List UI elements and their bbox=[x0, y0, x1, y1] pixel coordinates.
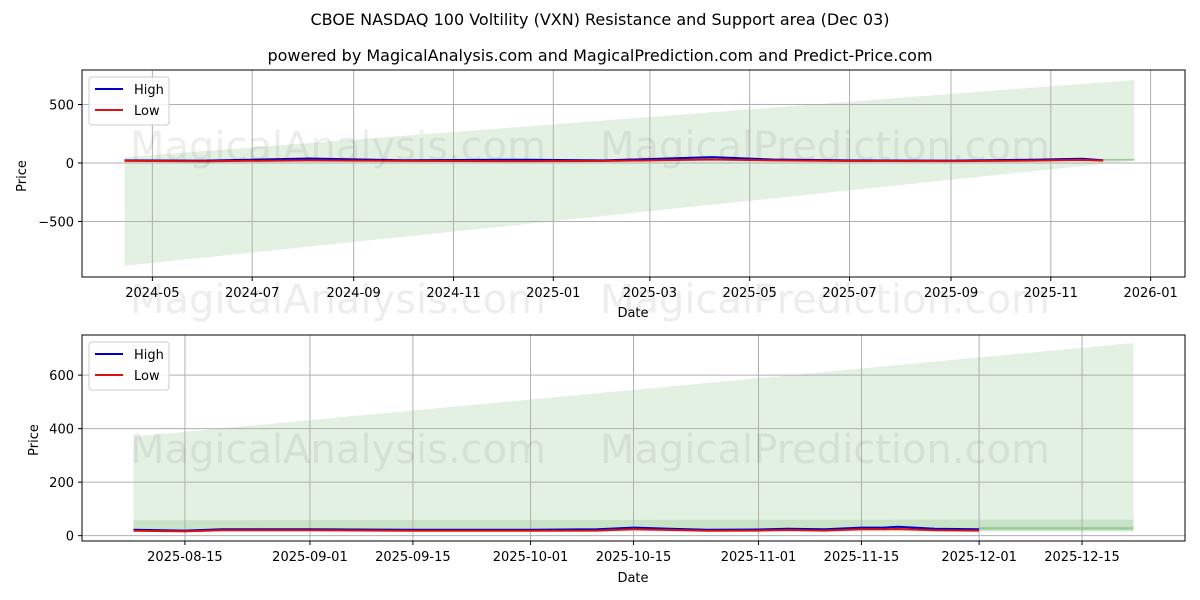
y-tick-label: 400 bbox=[49, 423, 74, 438]
x-tick-label: 2025-12-15 bbox=[1044, 550, 1120, 565]
watermark-5: MagicalAnalysis.com bbox=[130, 427, 546, 473]
chart-subtitle: powered by MagicalAnalysis.com and Magic… bbox=[267, 46, 933, 65]
high-line bbox=[133, 525, 980, 532]
y-axis-label: Price bbox=[15, 160, 30, 192]
x-tick-label: 2025-09-01 bbox=[272, 550, 348, 565]
x-tick-label: 2026-01 bbox=[1123, 286, 1177, 301]
legend-low-label: Low bbox=[134, 104, 160, 119]
price-lines bbox=[124, 156, 1104, 163]
y-tick-label: 500 bbox=[49, 99, 74, 114]
axis-ticks: 2025-08-15 2025-09-01 2025-09-15 2025-10-01… bbox=[49, 369, 1120, 565]
y-tick-label: 0 bbox=[66, 157, 74, 172]
legend-low-label: Low bbox=[134, 369, 160, 384]
x-tick-label: 2024-07 bbox=[225, 286, 279, 301]
x-tick-label: 2025-09-15 bbox=[375, 550, 451, 565]
grid-lines bbox=[82, 335, 1185, 541]
support-resistance-band bbox=[124, 79, 1135, 266]
x-tick-label: 2025-11 bbox=[1024, 286, 1078, 301]
x-tick-label: 2025-09 bbox=[924, 286, 978, 301]
x-tick-label: 2025-11-01 bbox=[721, 550, 797, 565]
axis-ticks: 2024-05 2024-07 2024-09 2024-11 2025-01 2025-… bbox=[38, 99, 1178, 302]
x-tick-label: 2025-05 bbox=[723, 286, 777, 301]
x-tick-label: 2025-01 bbox=[526, 286, 580, 301]
price-lines bbox=[133, 525, 980, 533]
resistance-support-area bbox=[124, 79, 1135, 266]
legend: High Low bbox=[88, 76, 170, 126]
y-tick-label: 600 bbox=[49, 369, 74, 384]
watermark-1: MagicalAnalysis.com bbox=[130, 124, 546, 170]
watermark-6: MagicalPrediction.com bbox=[600, 427, 1050, 473]
grid-lines bbox=[82, 70, 1185, 277]
y-axis-label: Price bbox=[27, 424, 42, 456]
x-tick-label: 2025-07 bbox=[822, 286, 876, 301]
x-tick-label: 2025-10-15 bbox=[596, 550, 672, 565]
legend-high-label: High bbox=[134, 348, 164, 363]
x-tick-label: 2024-09 bbox=[326, 286, 380, 301]
y-tick-label: 0 bbox=[66, 530, 74, 545]
x-tick-label: 2025-03 bbox=[623, 286, 677, 301]
x-axis-label: Date bbox=[617, 306, 648, 321]
x-tick-label: 2025-12-01 bbox=[941, 550, 1017, 565]
x-tick-label: 2025-11-15 bbox=[824, 550, 900, 565]
x-tick-label: 2024-11 bbox=[426, 286, 480, 301]
top-chart: MagicalAnalysis.com MagicalPrediction.co… bbox=[15, 69, 1186, 323]
watermark-3: MagicalAnalysis.com bbox=[130, 277, 546, 323]
watermark-4: MagicalPrediction.com bbox=[600, 277, 1050, 323]
forecast-band bbox=[979, 527, 1134, 530]
legend: High Low bbox=[88, 341, 170, 391]
x-tick-label: 2025-08-15 bbox=[147, 550, 223, 565]
x-tick-label: 2024-05 bbox=[125, 286, 179, 301]
chart-title: CBOE NASDAQ 100 Voltility (VXN) Resistan… bbox=[310, 10, 890, 29]
x-tick-label: 2025-10-01 bbox=[493, 550, 569, 565]
legend-high-label: High bbox=[134, 83, 164, 98]
forecast-band bbox=[1103, 158, 1135, 161]
low-line bbox=[124, 158, 1104, 163]
y-tick-label: 200 bbox=[49, 476, 74, 491]
plot-frame bbox=[81, 69, 1186, 278]
low-line bbox=[133, 528, 980, 533]
y-tick-label: −500 bbox=[38, 215, 74, 230]
watermark-2: MagicalPrediction.com bbox=[600, 124, 1050, 170]
bottom-chart: MagicalAnalysis.com MagicalPrediction.co… bbox=[27, 334, 1186, 586]
x-axis-label: Date bbox=[617, 571, 648, 586]
